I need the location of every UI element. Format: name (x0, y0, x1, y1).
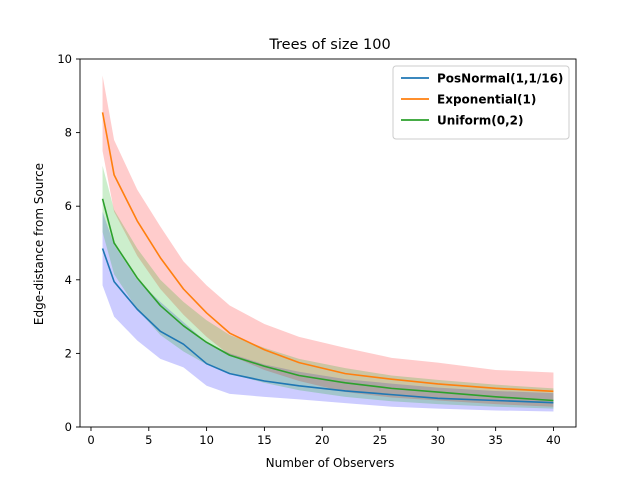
legend-box (392, 65, 570, 140)
x-tick-label: 0 (87, 433, 94, 447)
y-tick-label: 6 (65, 199, 72, 213)
line-exponential-1 (101, 112, 554, 393)
legend-label: Uniform(0,2) (437, 114, 524, 128)
y-tick-label: 8 (65, 126, 72, 140)
x-tick-label: 25 (373, 433, 388, 447)
y-tick-label: 2 (65, 346, 72, 360)
y-tick-label: 10 (57, 52, 72, 66)
x-tick-label: 30 (431, 433, 446, 447)
band-posnormal-1-1-16 (102, 211, 554, 412)
series-lines (101, 112, 554, 404)
legend-label: Exponential(1) (437, 93, 536, 107)
x-tick-label: 5 (145, 433, 152, 447)
y-tick-label: 4 (65, 273, 72, 287)
y-tick-label: 0 (65, 420, 72, 434)
x-tick-label: 15 (257, 433, 272, 447)
chart-title: Trees of size 100 (268, 37, 390, 53)
x-tick-label: 10 (199, 433, 214, 447)
band-exponential-1 (102, 75, 554, 407)
plot-frame (79, 58, 577, 428)
legend: PosNormal(1,1/16) Exponential(1) Uniform(0… (392, 65, 570, 140)
line-posnormal-1-1-16 (101, 248, 554, 404)
x-axis-label: Number of Observers (266, 456, 395, 470)
x-tick-label: 35 (488, 433, 503, 447)
axes: 0 5 10 15 20 25 30 35 40 0 2 4 6 8 10 (57, 52, 577, 447)
y-axis-label: Edge-distance from Source (32, 163, 46, 325)
legend-label: PosNormal(1,1/16) (437, 72, 563, 86)
x-tick-label: 40 (546, 433, 561, 447)
line-uniform-0-2 (101, 198, 554, 402)
x-tick-label: 20 (315, 433, 330, 447)
